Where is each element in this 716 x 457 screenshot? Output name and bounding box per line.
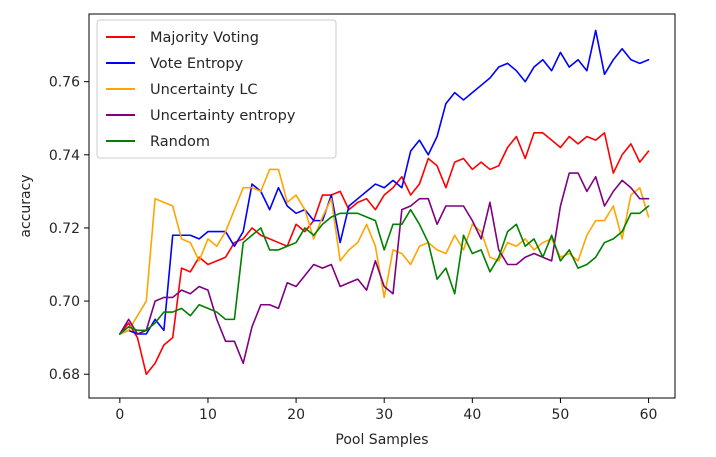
legend: Majority Voting Vote Entropy Uncertainty L…	[96, 19, 337, 159]
x-tick-label: 10	[199, 407, 217, 423]
x-tick-label: 40	[463, 407, 481, 423]
y-axis: 0.68 0.70 0.72 0.74 0.76	[49, 75, 89, 383]
x-tick-label: 0	[115, 407, 124, 423]
legend-label-3: Uncertainty LC	[150, 82, 258, 98]
plot-frame	[88, 13, 676, 399]
y-tick-label: 0.72	[49, 221, 80, 237]
series-line-3	[119, 168, 650, 335]
x-axis: 0 10 20 30 40 50 60	[115, 398, 657, 423]
y-axis-title: accuracy	[18, 174, 34, 237]
x-tick-label: 20	[287, 407, 305, 423]
x-axis-title: Pool Samples	[335, 432, 428, 448]
y-tick-label: 0.74	[49, 148, 80, 164]
series-line-2	[119, 29, 650, 335]
y-tick-label: 0.68	[49, 367, 80, 383]
y-tick-label: 0.70	[49, 294, 80, 310]
legend-box	[96, 19, 337, 159]
series-line-4	[119, 172, 650, 365]
y-tick-label: 0.76	[49, 75, 80, 91]
series-line-1	[119, 132, 650, 376]
x-tick-label: 50	[552, 407, 570, 423]
plot-lines	[119, 29, 650, 376]
legend-label-1: Majority Voting	[150, 30, 259, 46]
x-tick-label: 30	[375, 407, 393, 423]
legend-label-4: Uncertainty entropy	[150, 108, 296, 124]
legend-label-2: Vote Entropy	[150, 56, 244, 72]
x-tick-label: 60	[640, 407, 658, 423]
series-line-5	[119, 205, 650, 335]
legend-label-5: Random	[150, 134, 210, 150]
